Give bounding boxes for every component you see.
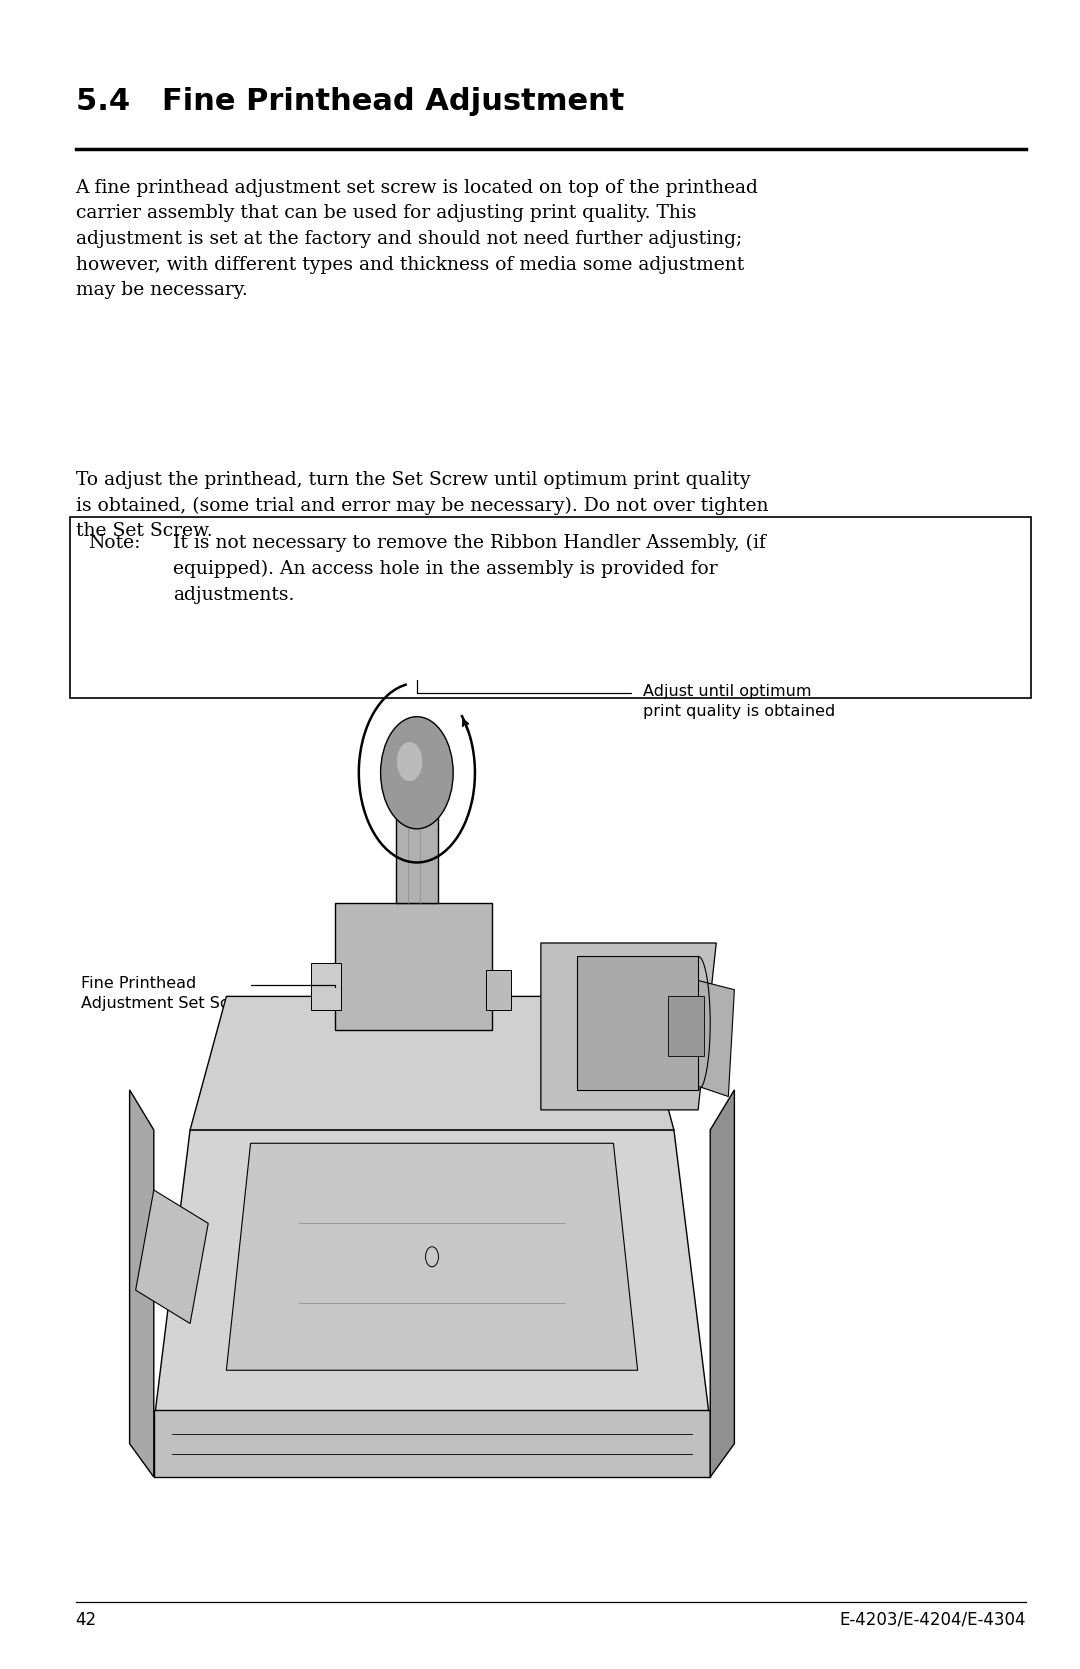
Text: Note:: Note: [89,534,140,552]
Polygon shape [486,970,511,1010]
Text: E-4203/E-4204/E-4304: E-4203/E-4204/E-4304 [839,1611,1026,1629]
Polygon shape [335,903,492,1030]
Circle shape [380,716,454,829]
Text: A fine printhead adjustment set screw is located on top of the printhead
carrier: A fine printhead adjustment set screw is… [76,179,758,299]
Polygon shape [136,1190,208,1324]
Text: Adjust until optimum
print quality is obtained: Adjust until optimum print quality is ob… [643,684,835,719]
Text: To adjust the printhead, turn the Set Screw until optimum print quality
is obtai: To adjust the printhead, turn the Set Sc… [76,471,768,541]
Text: 42: 42 [76,1611,97,1629]
Circle shape [397,743,422,781]
Text: 5.4   Fine Printhead Adjustment: 5.4 Fine Printhead Adjustment [76,87,624,115]
Bar [667,996,704,1056]
Bar [395,783,438,903]
Polygon shape [130,1090,153,1477]
Polygon shape [577,956,698,1090]
Polygon shape [153,1410,711,1477]
Bar [70,517,1031,698]
Polygon shape [153,1130,711,1424]
Polygon shape [190,996,674,1130]
Polygon shape [541,943,716,1110]
Polygon shape [227,1143,637,1370]
Polygon shape [650,970,734,1097]
Text: Fine Printhead
Adjustment Set Screw: Fine Printhead Adjustment Set Screw [81,976,258,1011]
Polygon shape [311,963,341,1010]
Text: It is not necessary to remove the Ribbon Handler Assembly, (if
equipped). An acc: It is not necessary to remove the Ribbon… [173,534,766,604]
Polygon shape [711,1090,734,1477]
